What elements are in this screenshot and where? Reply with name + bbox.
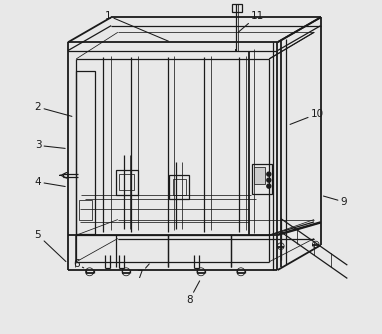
Text: 11: 11 [238, 11, 264, 32]
Text: 5: 5 [35, 230, 66, 262]
Text: 1: 1 [105, 11, 168, 41]
Text: 7: 7 [136, 264, 149, 280]
Bar [79, 200, 92, 220]
Circle shape [267, 178, 271, 182]
Text: 2: 2 [35, 102, 72, 116]
Text: 8: 8 [186, 281, 200, 305]
Text: 10: 10 [290, 109, 324, 125]
Bar [76, 70, 94, 233]
Text: 4: 4 [35, 177, 65, 187]
Bar [252, 164, 272, 194]
Bar [232, 4, 242, 12]
Bar [120, 174, 134, 190]
Bar [169, 175, 189, 199]
Text: 3: 3 [35, 140, 65, 150]
Circle shape [267, 172, 271, 176]
Bar [254, 167, 264, 184]
Text: 6: 6 [73, 259, 84, 269]
Bar [116, 170, 138, 195]
Circle shape [267, 184, 271, 188]
Text: 9: 9 [324, 196, 347, 207]
Bar [173, 179, 186, 195]
